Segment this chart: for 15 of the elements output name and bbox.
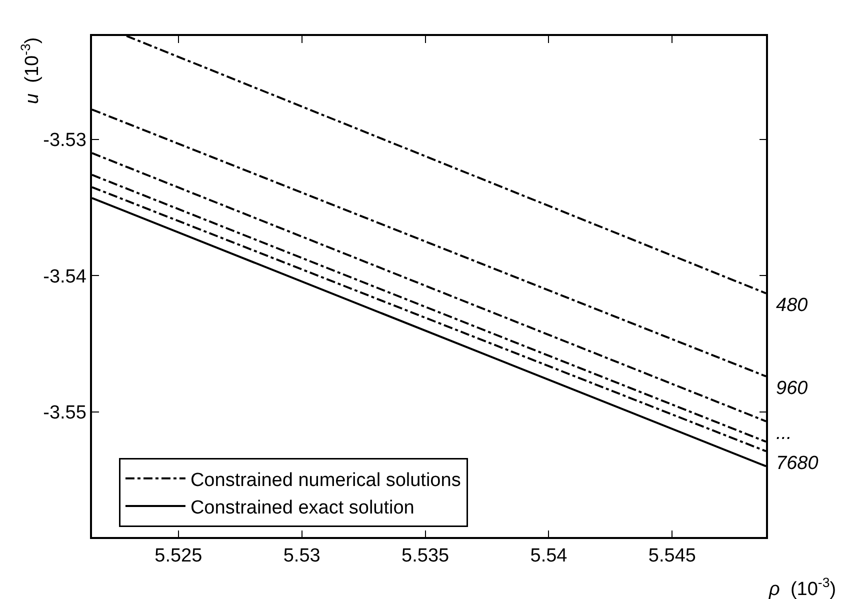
x-tick-label: 5.535	[402, 546, 450, 567]
y-tick-label: -3.53	[43, 130, 86, 152]
x-axis-title: ρ (10$^{-3}$)	[768, 575, 836, 599]
text: ...	[776, 423, 792, 444]
y-tick-label: -3.55	[43, 402, 86, 424]
text: 480	[776, 295, 808, 316]
text: 7680	[776, 453, 819, 474]
legend-label: Constrained numerical solutions	[190, 470, 461, 491]
x-tick-label: 5.54	[530, 546, 568, 567]
y-tick-label: -3.54	[43, 266, 87, 288]
text: 960	[776, 378, 808, 399]
x-tick-label: 5.53	[283, 546, 320, 567]
x-tick-label: 5.525	[154, 546, 202, 567]
legend-label: Constrained exact solution	[190, 497, 414, 518]
x-tick-label: 5.545	[648, 546, 696, 567]
